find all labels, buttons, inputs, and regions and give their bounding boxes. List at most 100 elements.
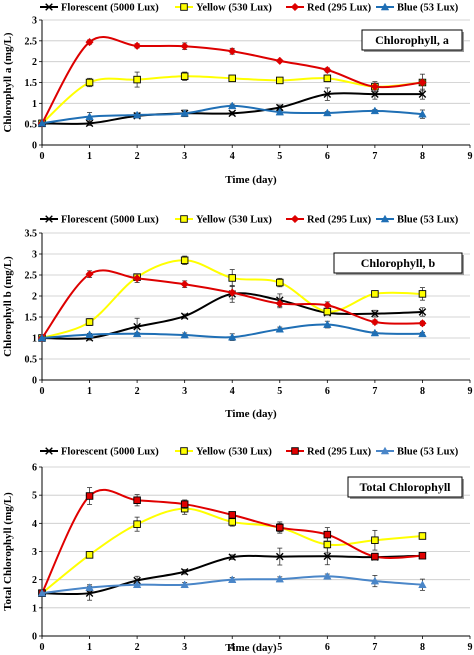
panel-label-box [361, 29, 463, 51]
data-point [228, 518, 236, 526]
data-point [133, 496, 141, 504]
legend-marker [291, 447, 299, 455]
data-point [180, 109, 189, 117]
data-point [37, 588, 47, 597]
series-4 [37, 571, 427, 597]
data-point [132, 580, 142, 589]
y-tick-label: 2 [32, 292, 37, 303]
x-tick-label: 1 [87, 642, 92, 653]
y-axis-title: Total Chlorophyll (mg/L) [2, 492, 14, 611]
legend: Florescent (5000 Lux) Yellow (530 Lux) Red… [40, 3, 459, 14]
legend-label: Red (295 Lux) [307, 215, 372, 226]
x-tick-label: 5 [277, 151, 282, 162]
y-tick-label: 1 [32, 603, 37, 614]
legend-marker [290, 2, 300, 12]
y-tick-label: 3 [32, 16, 37, 27]
legend-label: Yellow (530 Lux) [196, 215, 272, 226]
data-point [180, 567, 189, 576]
data-point [133, 75, 141, 84]
legend-marker [45, 3, 53, 11]
y-tick-label: 1 [32, 334, 37, 345]
data-point [227, 332, 237, 341]
y-tick-label: 0 [32, 376, 37, 387]
data-point [275, 552, 284, 561]
data-point [228, 288, 237, 297]
data-point [133, 520, 141, 528]
x-tick-label: 1 [87, 151, 92, 162]
data-point [180, 256, 189, 265]
y-tick-label: 6 [32, 463, 37, 474]
y-gridlines: 0 0.5 1 1.5 2 2.5 3 [25, 16, 470, 152]
x-tick-label: 9 [468, 642, 473, 653]
data-point [228, 109, 237, 118]
x-tick-label: 6 [325, 151, 330, 162]
x-tick-label: 6 [325, 386, 330, 397]
data-point [418, 90, 427, 98]
panel-label-text: Total Chlorophyll [359, 480, 451, 494]
data-point [180, 580, 189, 589]
data-point [418, 109, 427, 118]
data-point [276, 76, 284, 85]
data-point [180, 72, 189, 80]
x-tick-label: 2 [135, 151, 140, 162]
data-point [371, 552, 379, 561]
data-point [323, 65, 332, 75]
data-point [37, 119, 47, 127]
data-point [370, 82, 380, 91]
x-ticks: 0 1 2 3 4 5 6 7 8 9 [40, 145, 473, 162]
data-point [323, 74, 332, 83]
data-point [418, 329, 427, 338]
panel-label-text: Chlorophyll, a [375, 33, 449, 47]
legend-marker [290, 214, 300, 224]
data-point [418, 551, 427, 560]
legend-label: Blue (53 Lux) [397, 447, 459, 458]
y-tick-label: 2.5 [25, 36, 38, 47]
x-tick-label: 5 [277, 386, 282, 397]
data-point [323, 571, 332, 580]
legend-label: Yellow (530 Lux) [196, 3, 272, 14]
legend-marker [180, 447, 188, 455]
data-point [418, 319, 427, 328]
series-4 [37, 320, 427, 342]
data-point [371, 290, 379, 298]
data-point [85, 318, 94, 326]
data-point [228, 553, 237, 561]
y-tick-label: 3 [32, 547, 37, 558]
x-axis-title: Time (day) [225, 174, 277, 186]
chart-panel-1: 0 0.5 1 1.5 2 2.5 3 0 1 2 3 4 5 6 7 8 9 Time (day) Chlorop… [2, 3, 473, 187]
x-tick-label: 7 [372, 386, 377, 397]
data-point [323, 552, 332, 561]
data-point [323, 301, 332, 310]
y-tick-label: 2 [32, 575, 37, 586]
data-point [85, 492, 94, 500]
x-tick-label: 9 [468, 151, 473, 162]
chart-panel-3: 0 1 2 3 4 5 6 0 1 2 3 4 5 6 7 8 9 Time (day) Total Chlorop… [2, 447, 473, 655]
x-tick-label: 8 [420, 151, 425, 162]
y-tick-label: 3.5 [25, 229, 38, 240]
data-point [418, 290, 427, 298]
data-point [370, 576, 380, 585]
legend-label: Red (295 Lux) [307, 447, 372, 458]
legend-marker [380, 214, 390, 223]
data-point [276, 523, 284, 532]
series-4 [37, 101, 427, 127]
x-tick-label: 8 [420, 386, 425, 397]
data-point [370, 106, 380, 115]
data-point [85, 551, 94, 559]
data-point [228, 511, 236, 519]
x-axis-title: Time (day) [225, 642, 277, 654]
x-tick-label: 2 [135, 386, 140, 397]
legend-marker [380, 2, 390, 11]
data-point [275, 107, 285, 116]
data-point [180, 330, 189, 339]
legend-marker [180, 215, 188, 223]
x-tick-label: 4 [230, 386, 235, 397]
legend-marker [380, 446, 390, 455]
series-3 [37, 269, 427, 343]
data-point [418, 532, 427, 540]
x-tick-label: 0 [40, 642, 45, 653]
legend-label: Florescent (5000 Lux) [61, 3, 159, 14]
data-point [180, 312, 189, 320]
y-tick-label: 5 [32, 491, 37, 502]
y-tick-label: 0.5 [25, 120, 38, 131]
